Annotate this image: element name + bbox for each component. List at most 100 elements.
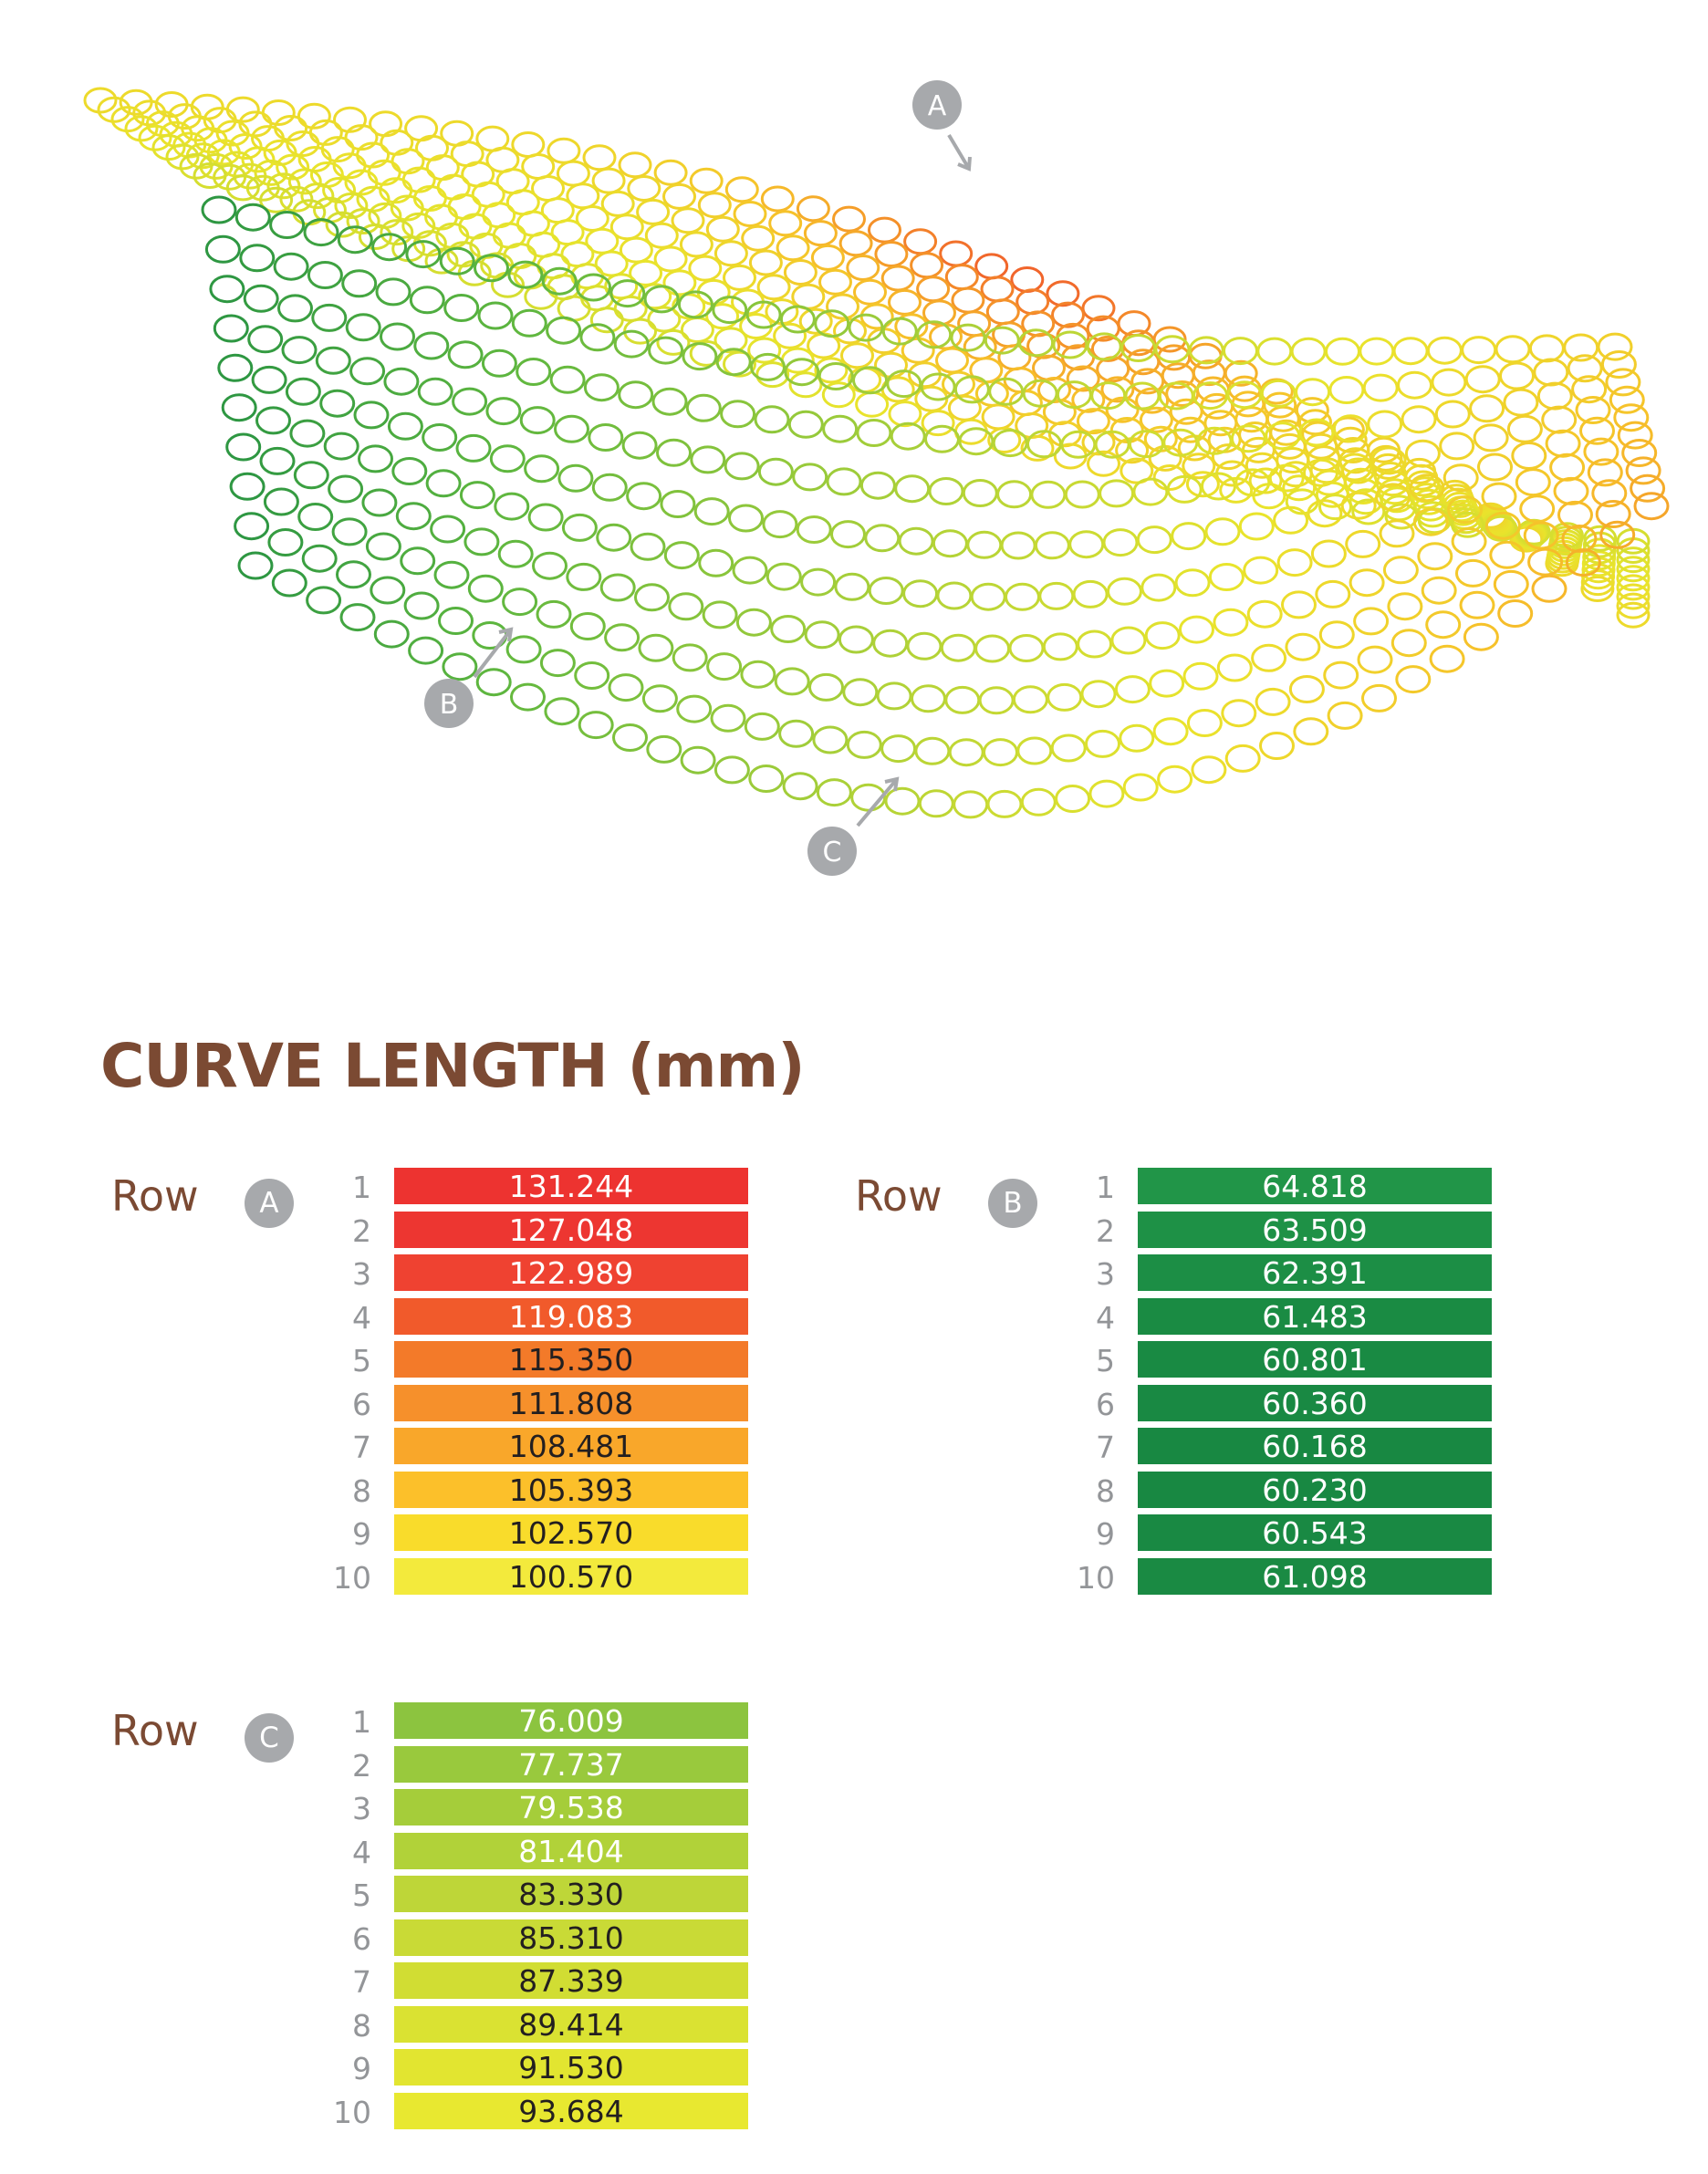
curve-length-value: 122.989 (394, 1254, 748, 1291)
mesh-cell (583, 373, 620, 402)
mesh-cell (306, 586, 342, 615)
mesh-cell (412, 185, 447, 212)
mesh-cell (489, 444, 526, 473)
mesh-cell (334, 192, 369, 219)
mesh-cell (881, 317, 918, 346)
row-number: 2 (1096, 1212, 1115, 1249)
mesh-cell (748, 765, 785, 793)
mesh-cell (974, 634, 1011, 663)
marker-b-label: B (440, 689, 459, 721)
mesh-cell (833, 317, 867, 345)
mesh-cell (345, 313, 381, 342)
mesh-cell (1621, 439, 1658, 467)
mesh-cell (1046, 280, 1080, 307)
mesh-cell (962, 479, 998, 507)
mesh-cell (916, 276, 951, 303)
mesh-cell (853, 278, 887, 306)
row-number: 9 (352, 1516, 371, 1552)
mesh-cell (1382, 556, 1419, 585)
mesh-cell (383, 367, 420, 396)
mesh-cell (337, 225, 373, 255)
mesh-cell (1038, 581, 1075, 610)
mesh-cell (613, 329, 650, 359)
mesh-cell (1387, 592, 1423, 621)
mesh-cell (1072, 579, 1109, 609)
mesh-cell (1489, 540, 1526, 569)
curve-length-value: 60.168 (1138, 1428, 1492, 1464)
mesh-cell (1076, 408, 1110, 435)
mesh-cell (1050, 733, 1087, 763)
marker-c-label: C (823, 837, 842, 869)
mesh-cell (1265, 421, 1301, 451)
mesh-cell (1353, 607, 1390, 636)
mesh-cell (1105, 396, 1140, 423)
mesh-cell (1203, 410, 1238, 437)
mesh-cell (638, 633, 674, 662)
mesh-cell (201, 195, 237, 224)
mesh-cell (225, 432, 262, 462)
mesh-cell (846, 255, 880, 281)
mesh-cell (1425, 610, 1462, 640)
mesh-cell (1375, 483, 1411, 512)
curve-length-value: 108.481 (394, 1428, 748, 1464)
mesh-cell (1337, 452, 1373, 482)
mesh-cell (1616, 546, 1651, 574)
mesh-cell (848, 313, 884, 342)
mesh-cell (818, 268, 852, 296)
mesh-cell (953, 790, 989, 819)
mesh-cell (1191, 755, 1227, 785)
mesh-cell (300, 182, 335, 210)
mesh-cell (864, 524, 901, 553)
mesh-cell (97, 96, 131, 123)
mesh-cell (643, 285, 680, 314)
mesh-cell (333, 106, 367, 133)
mesh-cell (1332, 414, 1369, 443)
mesh-cell (928, 477, 964, 505)
mesh-cell (1503, 388, 1539, 417)
mesh-cell (1580, 576, 1615, 602)
mesh-cell (1431, 368, 1467, 397)
row-number: 4 (352, 1834, 371, 1870)
row-number: 2 (352, 1212, 371, 1249)
mesh-cell (502, 588, 538, 617)
mesh-cell (1152, 717, 1189, 746)
mesh-cell (1008, 634, 1045, 662)
mesh-cell (1099, 479, 1135, 508)
mesh-cell (966, 530, 1003, 559)
mesh-cell (796, 515, 832, 544)
mesh-cell (1064, 480, 1100, 509)
mesh-cell (953, 375, 990, 404)
mesh-cell (621, 431, 658, 460)
mesh-cell (1196, 426, 1233, 455)
mesh-cell (894, 474, 931, 504)
mesh-cell (336, 560, 371, 589)
mesh-cell (217, 353, 254, 382)
mesh-cell (713, 755, 750, 785)
mesh-cell (1362, 373, 1399, 402)
mesh-cell (467, 574, 504, 603)
mesh-cell (1536, 381, 1573, 411)
row-label: Row (111, 1171, 199, 1221)
mesh-cell (693, 497, 730, 526)
mesh-cell (353, 400, 390, 430)
mesh-cell (1595, 500, 1631, 528)
mesh-cell (1020, 787, 1057, 817)
mesh-cell (204, 234, 241, 264)
mesh-cell (776, 234, 810, 262)
pointer-c (856, 776, 900, 827)
mesh-cell (791, 283, 826, 310)
mesh-cell (1182, 452, 1216, 480)
mesh-cell (511, 308, 547, 338)
mesh-cell (1149, 669, 1185, 698)
row-badge-b: B (988, 1179, 1037, 1228)
curve-length-value: 77.737 (394, 1745, 748, 1783)
mesh-cell (273, 252, 309, 281)
mesh-cell (425, 469, 462, 498)
mesh-cell (932, 529, 968, 558)
mesh-cell (1144, 621, 1181, 650)
row-badge-c: C (245, 1713, 294, 1763)
mesh-cell (1370, 446, 1407, 475)
mesh-cell (1484, 515, 1518, 542)
row-number: 7 (1096, 1430, 1115, 1465)
mesh-cell (1455, 558, 1491, 588)
